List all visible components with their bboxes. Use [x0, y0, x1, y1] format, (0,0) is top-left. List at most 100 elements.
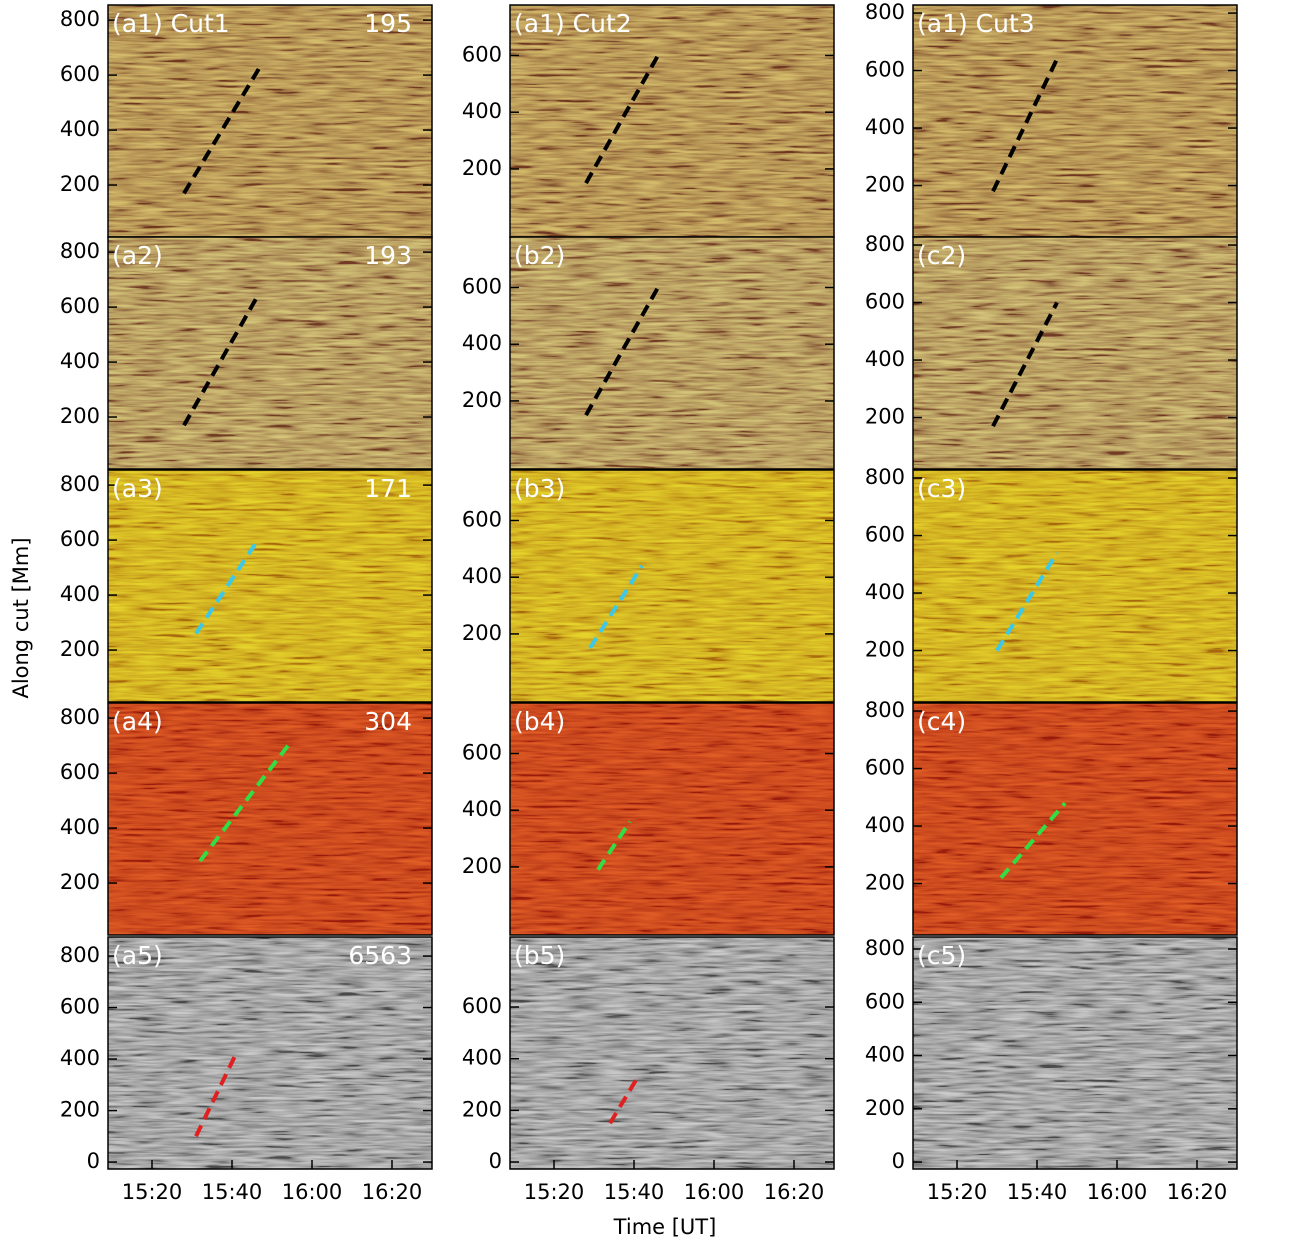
panel-label: (b4): [514, 707, 565, 736]
y-tick-label: 200: [865, 173, 905, 197]
panel: 200 400 600 800 (a1) Cut1 195: [60, 4, 433, 238]
panel: 200 400 600 800 (a2) 193: [60, 236, 433, 470]
y-tick-label: 800: [60, 7, 100, 31]
fit-line: [584, 54, 660, 185]
y-tick-label: 200: [462, 156, 502, 180]
panel-label: (c3): [917, 474, 966, 503]
y-tick-label: 600: [462, 740, 502, 764]
y-tick-label: 600: [60, 760, 100, 784]
y-tick-label: 200: [865, 1096, 905, 1120]
y-tick-label: 800: [865, 936, 905, 960]
y-tick-label: 400: [462, 331, 502, 355]
panel-texture: [510, 5, 834, 237]
panel: 200 400 600 (a1) Cut2: [462, 4, 835, 238]
panel-label: (c2): [917, 241, 966, 270]
y-axis-label: Along cut [Mm]: [9, 537, 33, 698]
panel-frame: [509, 702, 835, 936]
y-tick-label: 400: [462, 1046, 502, 1070]
x-tick-label: 16:20: [764, 1180, 825, 1204]
fit-line: [588, 564, 644, 650]
wavelength-label: 171: [364, 474, 412, 503]
y-tick-label: 200: [60, 404, 100, 428]
y-tick-label: 800: [865, 698, 905, 722]
panel-frame: [912, 236, 1238, 470]
panel-texture: [913, 5, 1237, 237]
x-tick-label: 15:40: [202, 1180, 263, 1204]
y-tick-label: 400: [60, 1046, 100, 1070]
fit-line: [991, 58, 1059, 193]
y-tick-label: 400: [60, 582, 100, 606]
y-tick-label: 400: [865, 115, 905, 139]
y-tick-label: 200: [60, 870, 100, 894]
panel: 200 400 600 800 (c3): [865, 465, 1238, 703]
fit-line: [991, 301, 1059, 428]
x-tick-label: 16:00: [282, 1180, 343, 1204]
y-tick-label: 200: [60, 1098, 100, 1122]
panel-texture: [108, 237, 432, 469]
y-tick-label: 200: [462, 388, 502, 412]
y-tick-label: 600: [865, 989, 905, 1013]
panel-texture: [913, 703, 1237, 935]
panel-texture: [108, 703, 432, 935]
panel: 200 400 600 800 (c2): [865, 232, 1238, 470]
y-tick-label: 600: [60, 995, 100, 1019]
y-tick-label: 600: [60, 62, 100, 86]
panel: 200 400 600 800 (a3) 171: [60, 469, 433, 703]
panel: 200 400 600 800 (c4): [865, 698, 1238, 936]
fit-line: [182, 297, 258, 427]
x-tick-label: 15:20: [927, 1180, 988, 1204]
wavelength-label: 304: [364, 707, 412, 736]
panel-frame: [509, 236, 835, 470]
x-tick-label: 16:20: [1167, 1180, 1228, 1204]
panel-texture: [510, 703, 834, 935]
panel: 200 400 600 (b3): [462, 469, 835, 703]
y-tick-label: 400: [462, 99, 502, 123]
x-tick-label: 16:00: [684, 1180, 745, 1204]
panel-frame: [107, 236, 433, 470]
panel-frame: [912, 702, 1238, 936]
panel: 0 200 400 600 15:20 15:40 16:00 16:20 (b5): [462, 936, 835, 1204]
y-tick-label: 200: [60, 172, 100, 196]
panel: 200 400 600 (b4): [462, 702, 835, 936]
x-tick-label: 16:00: [1087, 1180, 1148, 1204]
panel-texture: [108, 937, 432, 1169]
panel-texture: [913, 470, 1237, 702]
panel-frame: [107, 702, 433, 936]
y-tick-label: 400: [865, 347, 905, 371]
panel-label: (a1) Cut3: [917, 9, 1035, 38]
y-tick-label: 600: [462, 274, 502, 298]
panel-frame: [509, 469, 835, 703]
panel-texture: [510, 470, 834, 702]
panel-label: (b3): [514, 474, 565, 503]
fit-line: [194, 1053, 238, 1138]
panel-texture: [913, 237, 1237, 469]
x-tick-label: 15:40: [604, 1180, 665, 1204]
panel: 200 400 600 800 (a1) Cut3: [865, 0, 1238, 238]
x-tick-label: 15:40: [1007, 1180, 1068, 1204]
y-tick-label: 200: [865, 871, 905, 895]
fit-line: [198, 744, 290, 863]
y-tick-label: 0: [87, 1149, 100, 1173]
y-tick-label: 800: [865, 0, 905, 24]
y-tick-label: 800: [60, 472, 100, 496]
panel-label: (a2): [112, 241, 163, 270]
y-tick-label: 400: [865, 1043, 905, 1067]
panel-texture: [108, 470, 432, 702]
y-tick-label: 400: [462, 564, 502, 588]
y-tick-label: 600: [462, 507, 502, 531]
y-tick-label: 800: [865, 465, 905, 489]
y-tick-label: 200: [865, 638, 905, 662]
y-tick-label: 400: [60, 117, 100, 141]
y-tick-label: 400: [60, 815, 100, 839]
y-tick-label: 200: [462, 621, 502, 645]
y-tick-label: 600: [462, 42, 502, 66]
fit-line: [584, 286, 660, 417]
fit-line: [182, 65, 262, 195]
y-tick-label: 600: [462, 994, 502, 1018]
y-tick-label: 200: [865, 405, 905, 429]
y-tick-label: 0: [892, 1149, 905, 1173]
panel-label: (c4): [917, 707, 966, 736]
y-tick-label: 800: [60, 943, 100, 967]
wavelength-label: 195: [364, 9, 412, 38]
fit-line: [608, 1075, 640, 1125]
